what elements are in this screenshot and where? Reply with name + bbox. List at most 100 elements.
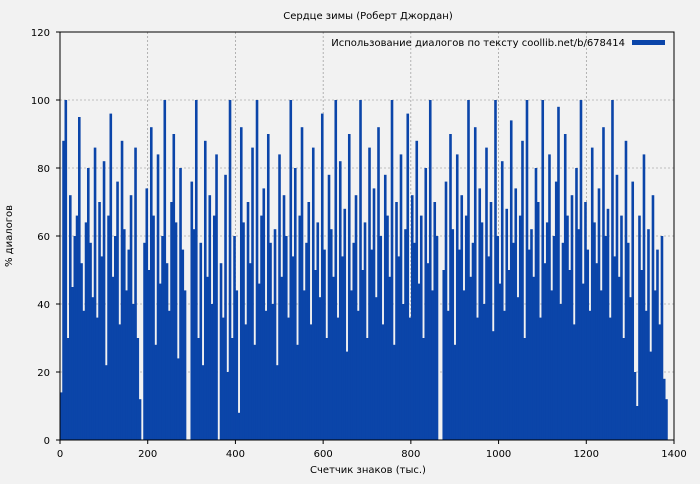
bar (579, 100, 583, 440)
bar (512, 242, 515, 440)
x-tick-label: 800 (401, 449, 420, 460)
bar (345, 351, 349, 440)
bar (80, 263, 83, 440)
bar (221, 317, 225, 440)
bar (640, 270, 644, 440)
bar (572, 324, 576, 440)
bar (615, 174, 619, 441)
bar (399, 154, 403, 440)
bar (552, 236, 556, 440)
bar (350, 290, 353, 440)
bar (476, 317, 479, 440)
bar (352, 242, 356, 440)
bar (422, 338, 425, 440)
bar (356, 310, 360, 440)
x-tick-label: 1000 (486, 449, 511, 460)
bar (323, 249, 326, 440)
bar (543, 263, 547, 440)
y-tick-label: 60 (37, 232, 50, 243)
bar (325, 338, 329, 440)
bar (287, 317, 290, 440)
bar (201, 365, 205, 440)
bar (377, 127, 380, 440)
bar (300, 127, 304, 440)
bar (518, 215, 522, 440)
bar (505, 208, 509, 440)
bar (136, 338, 140, 440)
bar (91, 297, 95, 440)
bar (219, 263, 223, 440)
y-tick-label: 20 (37, 368, 50, 379)
y-tick-label: 120 (31, 28, 50, 39)
bar (359, 100, 362, 440)
bar (633, 372, 637, 440)
bar (554, 181, 558, 440)
bar (89, 242, 92, 440)
bar (343, 208, 347, 440)
bar (68, 195, 72, 440)
bar (647, 229, 650, 440)
y-tick-label: 100 (31, 96, 50, 107)
bar (291, 256, 295, 440)
bar (514, 188, 518, 440)
bar (64, 100, 68, 440)
bar (606, 208, 610, 440)
bar (442, 270, 446, 440)
bar (109, 113, 113, 440)
bar (557, 106, 560, 441)
bar (372, 188, 376, 440)
bar (224, 174, 227, 441)
bar (462, 290, 466, 440)
bar (370, 249, 374, 440)
bar (170, 202, 173, 440)
bar (251, 147, 254, 440)
bar (563, 134, 567, 440)
bar (255, 100, 259, 440)
bar (226, 372, 230, 440)
bar (536, 202, 540, 440)
bar (230, 338, 234, 440)
bar (334, 100, 338, 440)
bar (649, 351, 653, 440)
bar (183, 290, 187, 440)
bar (154, 344, 158, 440)
bar (361, 270, 365, 440)
bar (392, 344, 396, 440)
bar (179, 168, 182, 440)
bar (548, 154, 551, 440)
bar (620, 215, 623, 440)
bar (568, 270, 572, 440)
chart-title: Сердце зимы (Роберт Джордан) (283, 11, 453, 22)
bar (525, 100, 529, 440)
bar (611, 100, 614, 440)
bar (98, 202, 101, 440)
bar (464, 215, 468, 440)
bar (586, 249, 590, 440)
bar (212, 215, 216, 440)
bar (417, 283, 421, 440)
bar (404, 229, 407, 440)
bar (208, 195, 212, 440)
bar (156, 154, 160, 440)
bar (431, 290, 434, 440)
bar (584, 202, 587, 440)
bar (455, 154, 459, 440)
bar (257, 283, 261, 440)
bar (550, 290, 554, 440)
bar (527, 249, 531, 440)
bar (523, 338, 527, 440)
bar (147, 270, 151, 440)
bar (293, 168, 297, 440)
bar (588, 310, 592, 440)
bar (82, 310, 86, 440)
legend-swatch (632, 40, 665, 45)
bar (203, 140, 207, 441)
x-tick-label: 400 (226, 449, 245, 460)
bar (75, 215, 79, 440)
bar (158, 283, 162, 440)
bar (338, 161, 342, 440)
bar (581, 283, 585, 440)
bar (314, 270, 317, 440)
